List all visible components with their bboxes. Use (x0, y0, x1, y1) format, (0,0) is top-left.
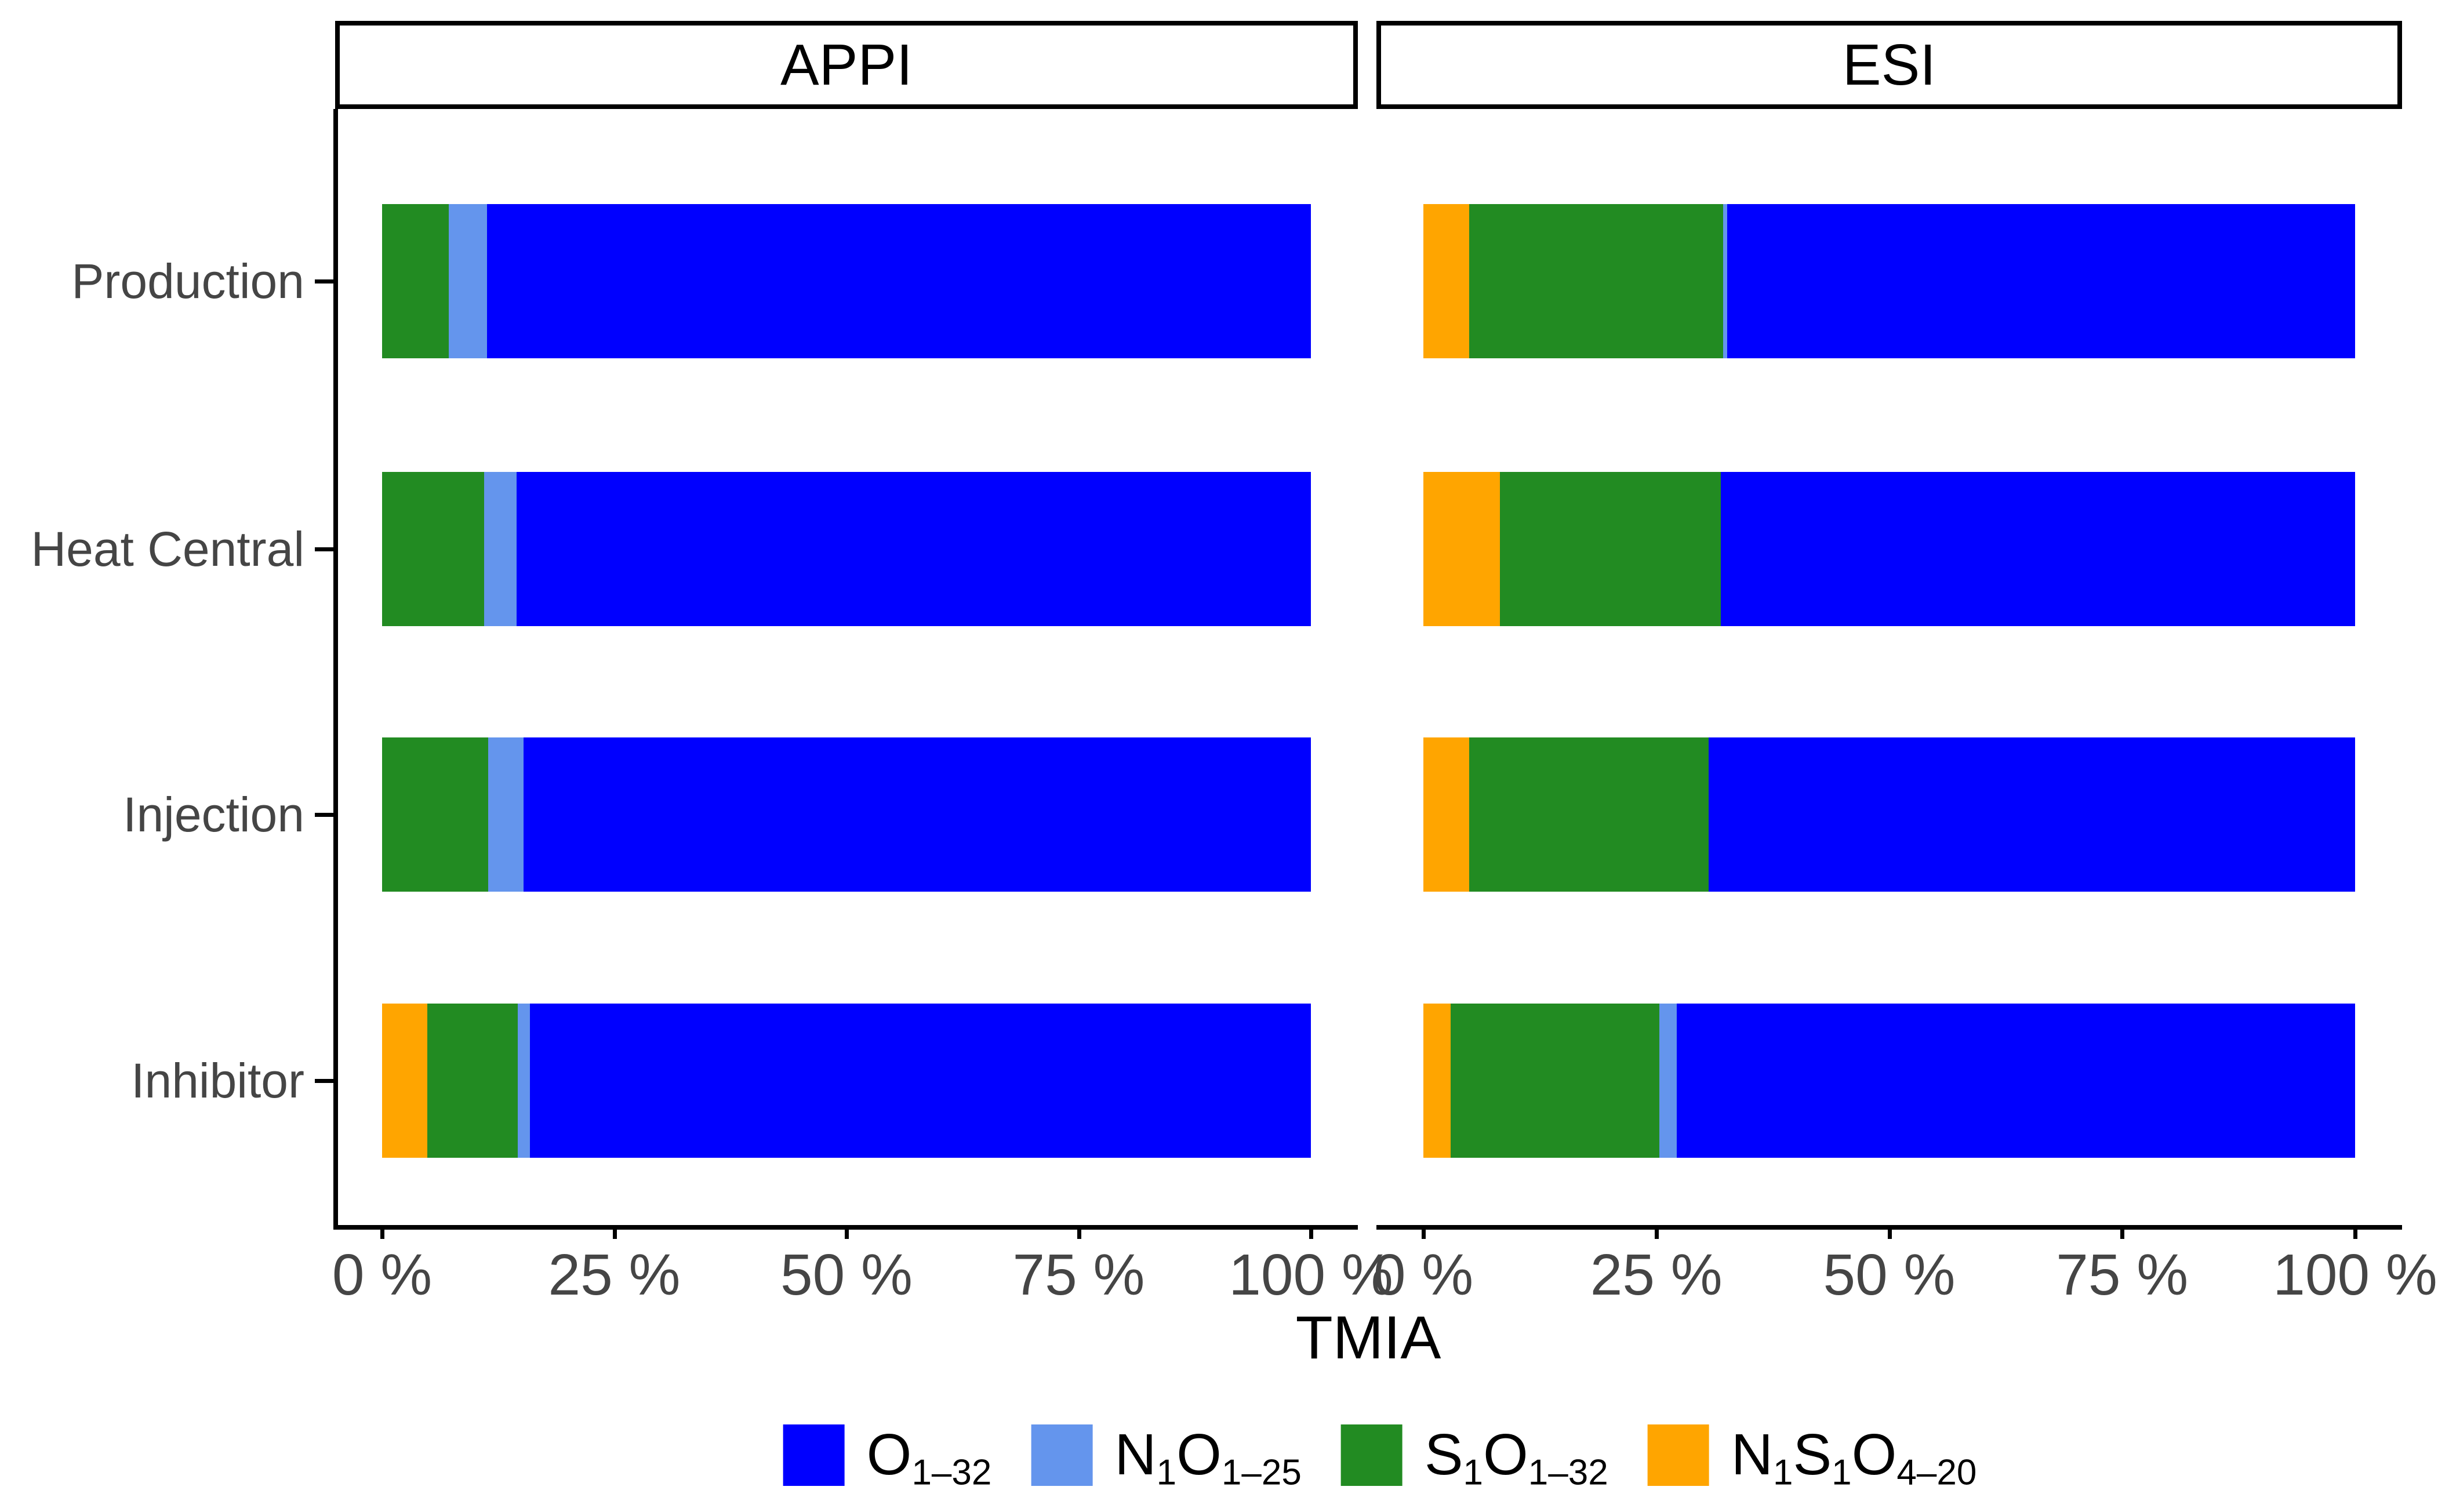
bar-segment-esi-heat-central-o1-32 (1720, 472, 2355, 626)
x-tick-label-esi-75: 75 % (2056, 1242, 2189, 1307)
plot-panel-esi (1376, 109, 2402, 1227)
x-tick-label-appi-25: 25 % (548, 1242, 681, 1307)
legend-item-o1-32: O1–32 (783, 1422, 992, 1491)
facet-strip-appi-label: APPI (780, 32, 913, 97)
legend-item-n1o1-25: N1O1–25 (1031, 1422, 1302, 1491)
bar-segment-esi-production-n1o1-25 (1723, 204, 1727, 358)
x-tick-label-esi-100: 100 % (2273, 1242, 2437, 1307)
legend-label-text: S (1793, 1422, 1832, 1487)
legend-label-s1o1-32: S1O1–32 (1424, 1422, 1608, 1491)
x-tick-label-esi-0: 0 % (1373, 1242, 1474, 1307)
y-axis-label-inhibitor: Inhibitor (131, 1053, 304, 1108)
bar-segment-appi-inhibitor-n1o1-25 (517, 1004, 530, 1158)
bar-segment-esi-heat-central-n1s1o4-20 (1423, 472, 1500, 626)
bar-segment-esi-inhibitor-s1o1-32 (1450, 1004, 1659, 1158)
bar-segment-appi-production-o1-32 (487, 204, 1311, 358)
legend-item-s1o1-32: S1O1–32 (1340, 1422, 1608, 1491)
bar-segment-esi-inhibitor-n1o1-25 (1659, 1004, 1677, 1158)
legend-label-subscript: 1–32 (911, 1452, 992, 1493)
legend-label-text: S (1424, 1422, 1463, 1487)
legend-swatch-n1s1o4-20 (1647, 1424, 1709, 1486)
x-tick-esi-25 (1654, 1230, 1659, 1239)
legend-label-subscript: 1 (1156, 1452, 1177, 1493)
x-tick-label-appi-100: 100 % (1229, 1242, 1393, 1307)
bar-segment-appi-injection-n1o1-25 (488, 737, 524, 892)
y-axis-label-heat-central: Heat Central (31, 522, 304, 576)
x-tick-appi-0 (380, 1230, 384, 1239)
bar-segment-esi-production-s1o1-32 (1469, 204, 1724, 358)
facet-strip-esi: ESI (1376, 21, 2402, 109)
bar-segment-appi-production-s1o1-32 (382, 204, 449, 358)
bar-segment-esi-inhibitor-n1s1o4-20 (1423, 1004, 1451, 1158)
x-axis-title: TMIA (1295, 1304, 1441, 1372)
plot-panel-appi (335, 109, 1358, 1227)
legend-label-subscript: 1 (1832, 1452, 1852, 1493)
bar-segment-appi-inhibitor-n1s1o4-20 (382, 1004, 428, 1158)
legend: O1–32 N1O1–25 S1O1–32 N1S1O4–20 (783, 1422, 1977, 1491)
x-tick-appi-50 (845, 1230, 849, 1239)
bar-segment-esi-production-o1-32 (1727, 204, 2355, 358)
bar-segment-appi-production-n1o1-25 (449, 204, 488, 358)
legend-label-o1-32: O1–32 (866, 1422, 992, 1491)
x-axis-line-appi (333, 1225, 1358, 1230)
bar-segment-esi-injection-n1s1o4-20 (1423, 737, 1469, 892)
legend-label-subscript: 1–32 (1528, 1452, 1608, 1493)
bar-segment-esi-inhibitor-o1-32 (1677, 1004, 2355, 1158)
x-tick-esi-100 (2353, 1230, 2357, 1239)
legend-label-text: O (1176, 1422, 1222, 1487)
bar-segment-appi-inhibitor-o1-32 (529, 1004, 1311, 1158)
x-tick-appi-25 (612, 1230, 617, 1239)
x-tick-label-esi-50: 50 % (1823, 1242, 1956, 1307)
bar-segment-appi-heat-central-o1-32 (517, 472, 1311, 626)
legend-label-text: O (866, 1422, 912, 1487)
x-tick-label-appi-0: 0 % (332, 1242, 433, 1307)
facet-strip-esi-label: ESI (1842, 32, 1936, 97)
x-tick-label-appi-75: 75 % (1012, 1242, 1145, 1307)
x-tick-appi-100 (1309, 1230, 1313, 1239)
bar-segment-appi-heat-central-s1o1-32 (382, 472, 485, 626)
y-tick-injection (315, 813, 335, 817)
bar-segment-appi-heat-central-n1o1-25 (484, 472, 517, 626)
legend-label-text: O (1851, 1422, 1897, 1487)
legend-label-subscript: 1–25 (1221, 1452, 1302, 1493)
x-tick-label-esi-25: 25 % (1590, 1242, 1723, 1307)
legend-swatch-s1o1-32 (1340, 1424, 1403, 1486)
y-axis-label-injection: Injection (123, 787, 304, 842)
legend-swatch-n1o1-25 (1031, 1424, 1093, 1486)
x-tick-esi-50 (1887, 1230, 1892, 1239)
bar-segment-esi-injection-o1-32 (1708, 737, 2355, 892)
x-tick-label-appi-50: 50 % (780, 1242, 913, 1307)
y-tick-production (315, 279, 335, 284)
bar-segment-appi-injection-s1o1-32 (382, 737, 488, 892)
bar-segment-esi-injection-s1o1-32 (1469, 737, 1709, 892)
x-axis-line-esi (1376, 1225, 2402, 1230)
x-tick-esi-0 (1422, 1230, 1426, 1239)
bar-segment-esi-production-n1s1o4-20 (1423, 204, 1469, 358)
legend-label-text: O (1483, 1422, 1528, 1487)
x-tick-appi-75 (1077, 1230, 1081, 1239)
y-axis-label-production: Production (71, 254, 304, 308)
y-tick-heat-central (315, 547, 335, 551)
legend-swatch-o1-32 (783, 1424, 845, 1486)
bar-segment-appi-injection-o1-32 (523, 737, 1311, 892)
facet-strip-appi: APPI (335, 21, 1358, 109)
legend-label-n1o1-25: N1O1–25 (1114, 1422, 1301, 1491)
bar-segment-appi-inhibitor-s1o1-32 (427, 1004, 518, 1158)
y-axis-line (333, 109, 338, 1230)
legend-label-subscript: 1 (1772, 1452, 1793, 1493)
y-tick-inhibitor (315, 1079, 335, 1083)
x-tick-esi-75 (2120, 1230, 2125, 1239)
legend-item-n1s1o4-20: N1S1O4–20 (1647, 1422, 1977, 1491)
legend-label-text: N (1731, 1422, 1773, 1487)
legend-label-text: N (1114, 1422, 1157, 1487)
legend-label-n1s1o4-20: N1S1O4–20 (1731, 1422, 1977, 1491)
bar-segment-esi-heat-central-s1o1-32 (1499, 472, 1721, 626)
legend-label-subscript: 4–20 (1896, 1452, 1977, 1493)
legend-label-subscript: 1 (1463, 1452, 1483, 1493)
